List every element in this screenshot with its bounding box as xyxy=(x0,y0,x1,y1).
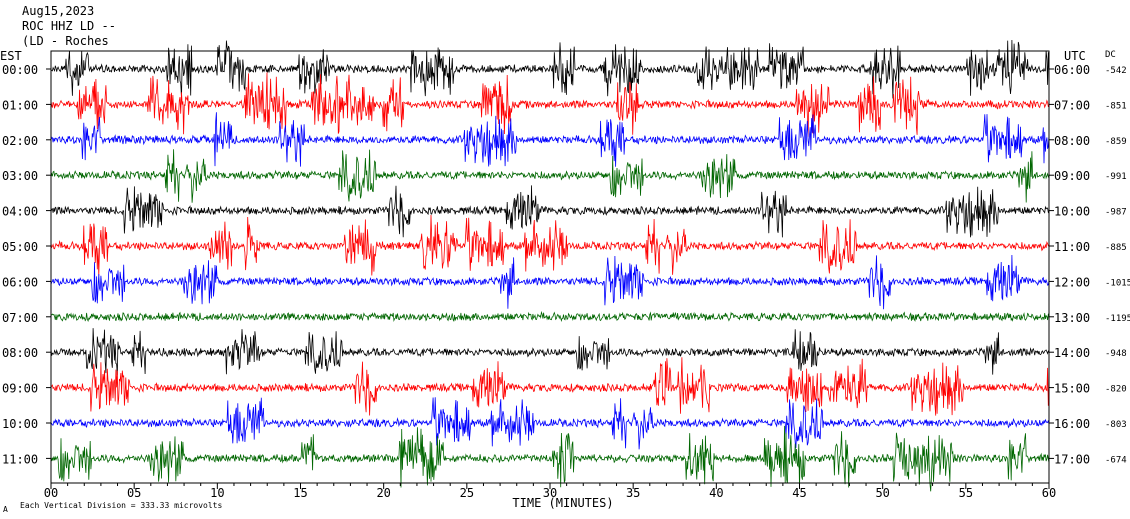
utc-tick-label: 10:00 xyxy=(1054,205,1090,219)
label-group: 00:00 06:00 -542 01:00 07:00 -851 02:00 08:00 -8… xyxy=(0,49,1130,514)
dc-value-label: -803 xyxy=(1105,420,1127,430)
est-tick-label: 10:00 xyxy=(2,417,38,431)
footnote-mark: A xyxy=(3,505,8,514)
est-tick-label: 08:00 xyxy=(2,346,38,360)
trace-line-0600 xyxy=(50,254,1050,310)
x-axis-title: TIME (MINUTES) xyxy=(512,496,613,510)
est-tick-label: 03:00 xyxy=(2,169,38,183)
est-tick-label: 02:00 xyxy=(2,134,38,148)
trace-line-0100 xyxy=(50,72,1049,137)
x-tick-label: 35 xyxy=(626,486,640,500)
utc-tick-label: 12:00 xyxy=(1054,275,1090,289)
dc-value-label: -859 xyxy=(1105,137,1127,147)
x-tick-label: 05 xyxy=(127,486,141,500)
x-tick-label: 40 xyxy=(709,486,723,500)
x-tick-label: 45 xyxy=(792,486,806,500)
x-tick-label: 55 xyxy=(959,486,973,500)
x-tick-label: 20 xyxy=(376,486,390,500)
utc-tick-label: 06:00 xyxy=(1054,63,1090,77)
x-tick-label: 15 xyxy=(293,486,307,500)
dc-value-label: -948 xyxy=(1105,349,1127,359)
trace-line-0200 xyxy=(50,112,1050,167)
dc-value-label: -1015 xyxy=(1105,278,1130,288)
trace-line-0800 xyxy=(50,328,1050,375)
dc-value-label: -885 xyxy=(1105,243,1127,253)
dc-value-label: -987 xyxy=(1105,208,1127,218)
header-location: (LD - Roches xyxy=(22,34,109,48)
x-tick-label: 00 xyxy=(44,486,58,500)
trace-line-0000 xyxy=(50,39,1050,99)
dc-value-label: -1195 xyxy=(1105,314,1130,324)
est-tick-label: 06:00 xyxy=(2,275,38,289)
x-tick-label: 30 xyxy=(543,486,557,500)
est-tick-label: 05:00 xyxy=(2,240,38,254)
header-station: ROC HHZ LD -- xyxy=(22,19,116,33)
tick-group xyxy=(46,68,1054,489)
est-tick-label: 09:00 xyxy=(2,382,38,396)
est-tick-label: 11:00 xyxy=(2,452,38,466)
trace-line-0900 xyxy=(50,357,1050,416)
est-tick-label: 01:00 xyxy=(2,98,38,112)
utc-tick-label: 08:00 xyxy=(1054,134,1090,148)
trace-line-0400 xyxy=(50,185,1050,238)
trace-line-0700 xyxy=(50,310,1050,323)
utc-tick-label: 11:00 xyxy=(1054,240,1090,254)
utc-tick-label: 13:00 xyxy=(1054,311,1090,325)
dc-header-label: DC xyxy=(1105,50,1116,60)
utc-tick-label: 09:00 xyxy=(1054,169,1090,183)
header-date: Aug15,2023 xyxy=(22,4,95,18)
x-tick-label: 25 xyxy=(460,486,474,500)
utc-tick-label: 14:00 xyxy=(1054,346,1090,360)
plot-frame xyxy=(50,50,1050,484)
dc-value-label: -851 xyxy=(1105,101,1127,111)
dc-value-label: -542 xyxy=(1105,66,1127,76)
est-tick-label: 04:00 xyxy=(2,205,38,219)
trace-line-0500 xyxy=(50,214,1050,276)
x-tick-label: 60 xyxy=(1042,486,1056,500)
trace-group xyxy=(50,39,1050,492)
x-tick-label: 50 xyxy=(875,486,889,500)
utc-tick-label: 16:00 xyxy=(1054,417,1090,431)
utc-tick-label: 17:00 xyxy=(1054,452,1090,466)
dc-value-label: -991 xyxy=(1105,172,1127,182)
left-axis-label: EST xyxy=(0,49,22,63)
utc-tick-label: 07:00 xyxy=(1054,98,1090,112)
dc-value-label: -820 xyxy=(1105,385,1127,395)
est-tick-label: 07:00 xyxy=(2,311,38,325)
right-axis-label: UTC xyxy=(1064,49,1086,63)
trace-line-0300 xyxy=(50,149,1050,203)
dc-value-label: -674 xyxy=(1105,455,1127,465)
est-tick-label: 00:00 xyxy=(2,63,38,77)
x-tick-label: 10 xyxy=(210,486,224,500)
footnote: Each Vertical Division = 333.33 microvol… xyxy=(20,501,222,510)
utc-tick-label: 15:00 xyxy=(1054,382,1090,396)
trace-line-1100 xyxy=(50,425,1050,492)
trace-line-1000 xyxy=(50,397,1050,450)
